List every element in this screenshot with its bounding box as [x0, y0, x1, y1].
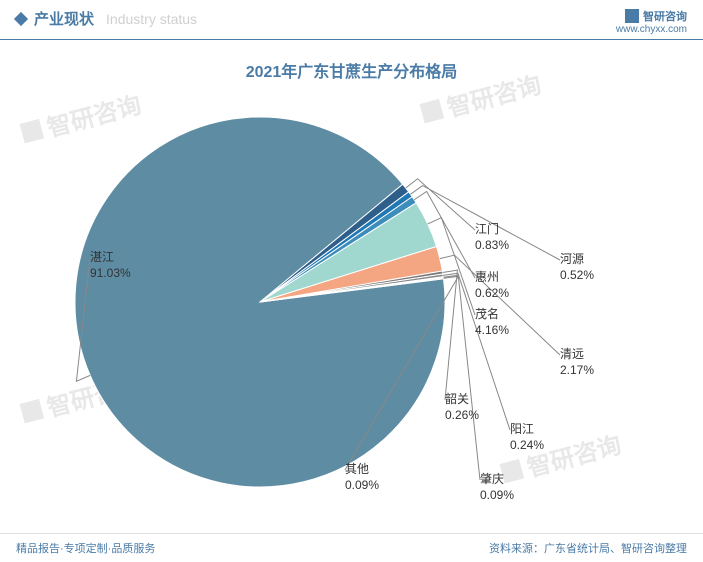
leader-line [443, 275, 480, 480]
brand-icon [625, 9, 639, 23]
footer-bar: 精品报告·专项定制·品质服务 资料来源：广东省统计局、智研咨询整理 [0, 533, 703, 562]
slice-name: 其他 [345, 462, 379, 478]
slice-pct: 0.26% [445, 408, 479, 424]
chart-title: 2021年广东甘蔗生产分布格局 [0, 58, 703, 82]
diamond-icon [14, 11, 28, 25]
slice-label: 河源0.52% [560, 252, 594, 283]
slice-name: 湛江 [90, 250, 131, 266]
footer-source: 资料来源：广东省统计局、智研咨询整理 [489, 540, 687, 556]
slice-pct: 0.09% [345, 478, 379, 494]
header-right: 智研咨询 www.chyxx.com [616, 8, 687, 35]
slice-name: 江门 [475, 222, 509, 238]
slice-name: 肇庆 [480, 472, 514, 488]
header-bar: 产业现状 Industry status 智研咨询 www.chyxx.com [0, 0, 703, 40]
header-title-cn: 产业现状 [34, 8, 94, 29]
slice-name: 河源 [560, 252, 594, 268]
slice-name: 茂名 [475, 307, 509, 323]
brand-url: www.chyxx.com [616, 24, 687, 35]
slice-label: 湛江91.03% [90, 250, 131, 281]
slice-name: 清远 [560, 347, 594, 363]
slice-label: 清远2.17% [560, 347, 594, 378]
slice-name: 阳江 [510, 422, 544, 438]
footer-left: 精品报告·专项定制·品质服务 [16, 540, 155, 556]
slice-pct: 0.24% [510, 438, 544, 454]
slice-label: 阳江0.24% [510, 422, 544, 453]
pie-chart: 湛江91.03% 江门0.83% 河源0.52% 惠州0.62% 茂名4.16% 清远2.… [0, 92, 703, 532]
brand-name: 智研咨询 [643, 8, 687, 24]
slice-label: 江门0.83% [475, 222, 509, 253]
slice-pct: 2.17% [560, 363, 594, 379]
slice-pct: 91.03% [90, 266, 131, 282]
slice-pct: 0.83% [475, 238, 509, 254]
slice-label: 韶关0.26% [445, 392, 479, 423]
header-left: 产业现状 Industry status [16, 8, 197, 29]
slice-pct: 0.62% [475, 286, 509, 302]
slice-name: 惠州 [475, 270, 509, 286]
slice-name: 韶关 [445, 392, 479, 408]
slice-pct: 4.16% [475, 323, 509, 339]
slice-pct: 0.52% [560, 268, 594, 284]
slice-label: 其他0.09% [345, 462, 379, 493]
slice-pct: 0.09% [480, 488, 514, 504]
slice-label: 肇庆0.09% [480, 472, 514, 503]
slice-label: 惠州0.62% [475, 270, 509, 301]
header-title-en: Industry status [106, 11, 197, 27]
slice-label: 茂名4.16% [475, 307, 509, 338]
